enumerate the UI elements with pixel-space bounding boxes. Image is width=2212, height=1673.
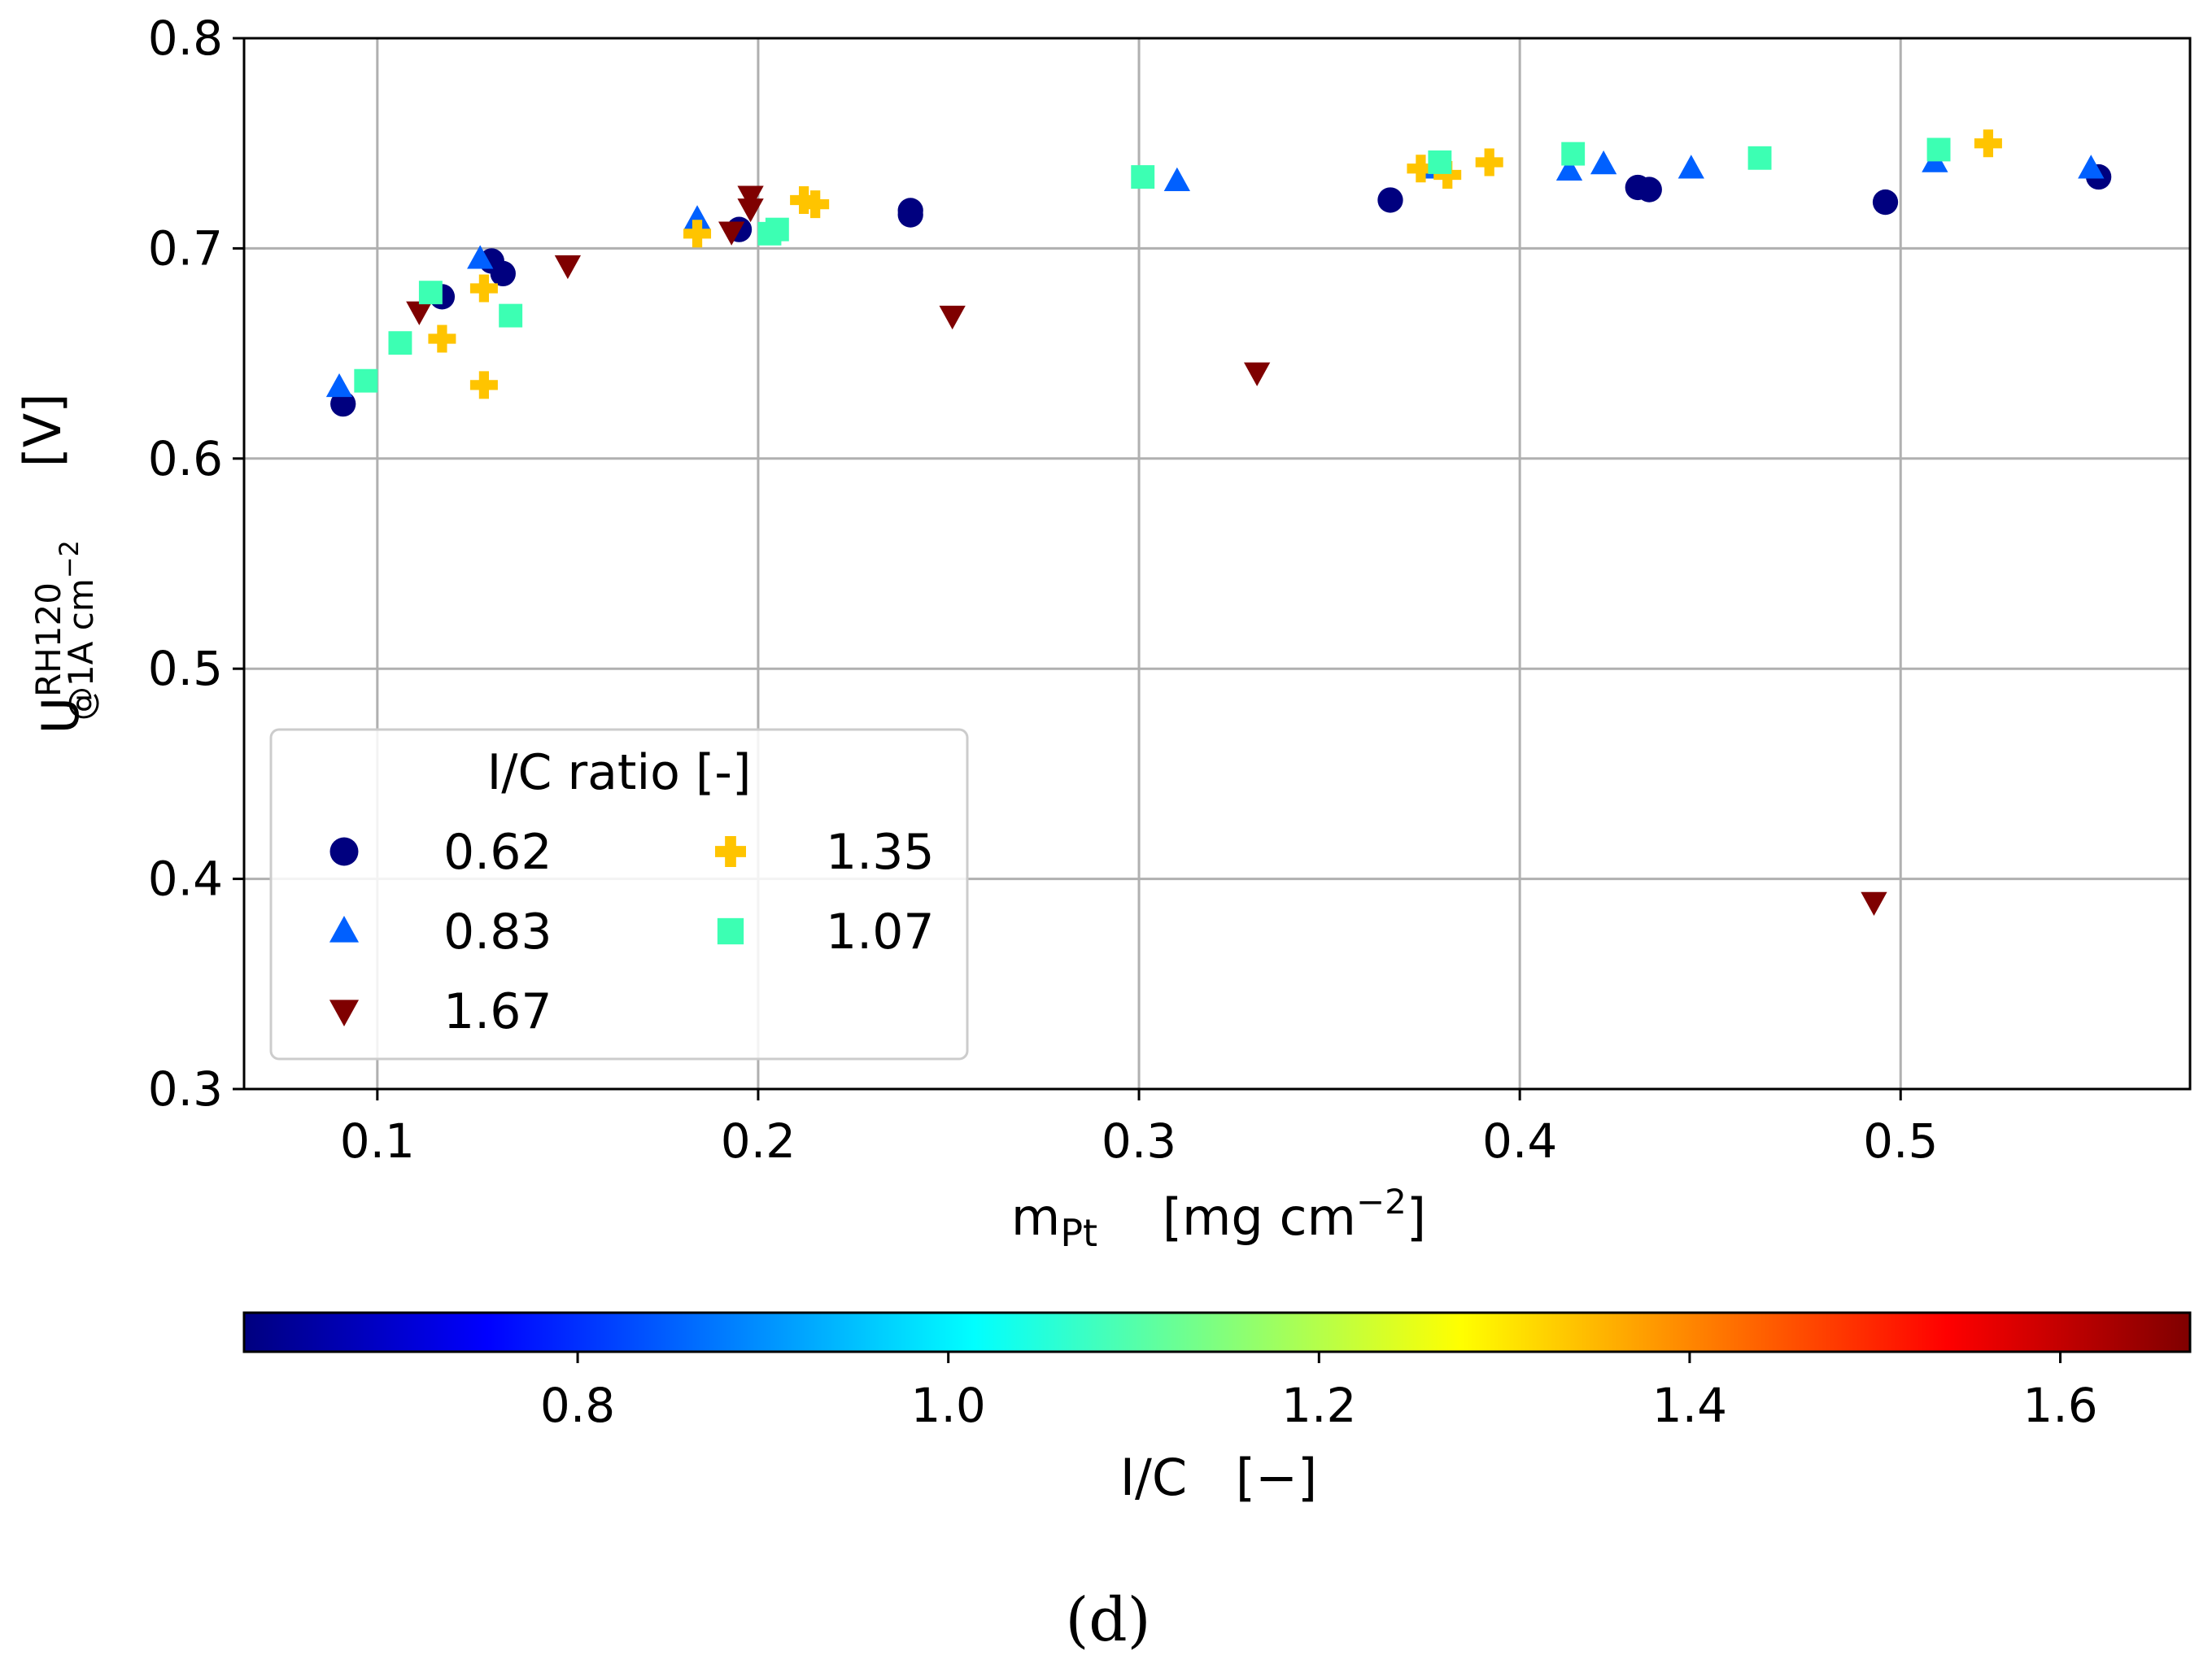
colorbar-gradient (242, 1311, 2192, 1353)
colorbar-ticks: 0.8 1.0 1.2 1.4 1.6 (540, 1352, 2098, 1433)
legend-box (269, 728, 969, 1061)
data-point-ic-1-35 (1475, 148, 1503, 176)
x-axis-ticks: 0.1 0.2 0.3 0.4 0.5 (340, 1089, 1938, 1169)
y-tick-label: 0.4 (148, 852, 223, 907)
colorbar: 0.8 1.0 1.2 1.4 1.6 I/C [−] (242, 1311, 2192, 1507)
data-point-ic-1-07 (354, 368, 378, 393)
data-point-ic-0-83 (1590, 150, 1617, 175)
y-tick-label: 0.5 (148, 641, 223, 696)
data-point-ic-0-62 (897, 198, 923, 224)
x-axis-title-exp: −2 (1356, 1182, 1407, 1222)
y-axis-ticks: 0.3 0.4 0.5 0.6 0.7 0.8 (148, 11, 244, 1117)
data-point-ic-1-35 (683, 220, 712, 248)
x-tick-label: 0.2 (721, 1113, 796, 1169)
y-axis-title-sup: RH120 (28, 582, 68, 697)
data-point-ic-1-07 (1561, 142, 1586, 166)
data-point-ic-1-35 (428, 325, 456, 353)
legend-title: I/C ratio [-] (487, 744, 752, 801)
legend-entries: 0.62 1.35 0.83 1.07 1.67 (329, 824, 935, 1040)
data-point-ic-1-35 (1407, 155, 1435, 183)
data-point-ic-0-83 (683, 205, 711, 229)
data-point-ic-1-07 (388, 331, 412, 355)
data-point-ic-0-62 (1636, 176, 1662, 203)
data-point-ic-1-67 (718, 221, 745, 246)
data-point-ic-0-62 (1377, 187, 1403, 213)
y-axis-title-main: U (31, 697, 90, 734)
legend-marker-1-07 (717, 917, 744, 945)
x-axis-title-sub: Pt (1060, 1211, 1097, 1255)
legend-label: 1.67 (443, 983, 552, 1040)
legend-marker-1-35 (715, 836, 746, 868)
legend-label: 1.35 (826, 824, 935, 881)
y-tick-label: 0.7 (148, 220, 223, 276)
data-point-ic-1-67 (737, 198, 764, 223)
data-point-ic-0-83 (1555, 156, 1583, 181)
colorbar-tick-label: 0.8 (540, 1378, 615, 1433)
colorbar-title-units: [−] (1236, 1448, 1317, 1507)
data-point-ic-1-67 (1244, 362, 1271, 386)
data-point-ic-1-07 (1131, 165, 1155, 189)
legend: I/C ratio [-] 0.62 1.35 0.83 1.07 1.67 (269, 728, 969, 1061)
x-axis-title: mPt [mg cm−2] (1011, 1182, 1426, 1255)
y-tick-label: 0.3 (148, 1061, 223, 1117)
scatter-plot: 0.1 0.2 0.3 0.4 0.5 0.3 0.4 0.5 0.6 0.7 0.8 mPt [… (13, 11, 2192, 1255)
legend-marker-0-62 (329, 837, 359, 866)
legend-label: 0.83 (443, 904, 552, 961)
data-point-ic-1-07 (1747, 146, 1772, 170)
data-point-ic-1-35 (1974, 129, 2002, 158)
data-points (325, 129, 2112, 917)
data-point-ic-1-07 (1428, 150, 1452, 174)
x-axis-title-main: m (1011, 1187, 1060, 1247)
colorbar-tick-label: 1.0 (911, 1378, 986, 1433)
data-point-ic-0-62 (330, 390, 356, 417)
data-point-ic-0-83 (325, 373, 353, 398)
data-point-ic-0-83 (467, 245, 494, 269)
x-tick-label: 0.4 (1482, 1113, 1557, 1169)
data-point-ic-1-67 (554, 255, 582, 280)
data-point-ic-1-35 (801, 190, 830, 219)
x-axis-title-units: [mg cm (1163, 1187, 1356, 1247)
y-axis-title-units: [V] (13, 394, 72, 468)
colorbar-tick-label: 1.2 (1281, 1378, 1356, 1433)
x-tick-label: 0.5 (1863, 1113, 1938, 1169)
x-tick-label: 0.3 (1102, 1113, 1176, 1169)
y-axis-title-sub: @1A cm (61, 578, 101, 721)
data-point-ic-0-83 (2078, 155, 2105, 179)
y-axis-title-subexp: −2 (54, 540, 85, 578)
data-point-ic-1-07 (1926, 137, 1951, 162)
data-point-ic-1-67 (737, 185, 764, 210)
data-point-ic-1-07 (499, 303, 523, 328)
legend-marker-0-83 (329, 916, 360, 943)
colorbar-tick-label: 1.6 (2022, 1378, 2097, 1433)
data-point-ic-1-67 (1861, 891, 1887, 917)
y-tick-label: 0.8 (148, 11, 223, 66)
y-tick-label: 0.6 (148, 431, 223, 486)
data-point-ic-1-35 (469, 274, 498, 303)
plot-frame (242, 37, 2192, 1091)
data-point-ic-1-07 (418, 281, 443, 305)
legend-label: 1.07 (826, 904, 935, 961)
colorbar-title-main: I/C (1120, 1448, 1187, 1507)
data-point-ic-1-67 (939, 305, 966, 330)
colorbar-title: I/C [−] (1120, 1448, 1318, 1507)
x-axis-title-close: ] (1407, 1187, 1426, 1247)
data-point-ic-0-62 (490, 260, 516, 287)
legend-marker-1-67 (329, 1000, 360, 1026)
data-point-ic-1-35 (1433, 160, 1462, 189)
data-point-ic-1-67 (406, 301, 433, 325)
data-point-ic-0-62 (1872, 189, 1899, 216)
y-axis-title: URH120@1A cm−2 [V] (13, 394, 101, 734)
colorbar-tick-label: 1.4 (1652, 1378, 1727, 1433)
data-point-ic-1-07 (765, 217, 789, 242)
data-point-ic-1-35 (469, 371, 498, 399)
figure-caption: (d) (1065, 1585, 1150, 1655)
data-point-ic-0-83 (1163, 167, 1190, 191)
x-tick-label: 0.1 (340, 1113, 415, 1169)
data-point-ic-0-83 (1678, 155, 1704, 179)
legend-label: 0.62 (443, 824, 552, 881)
